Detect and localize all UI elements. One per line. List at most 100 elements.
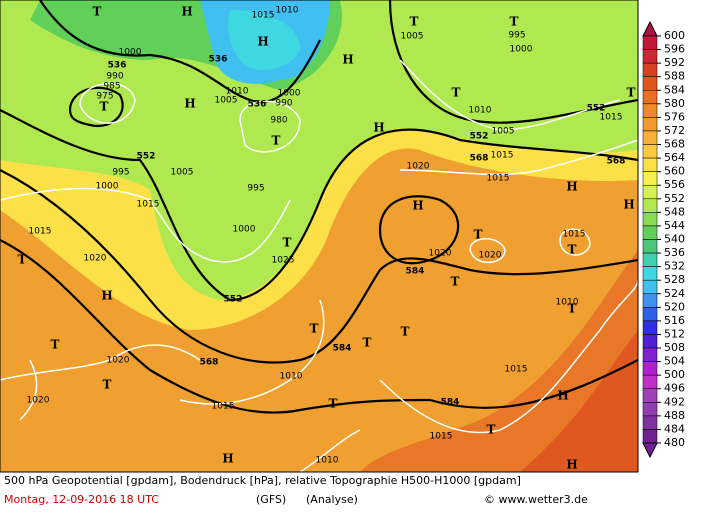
pressure-center: T [272, 134, 281, 148]
pressure-center: T [474, 228, 483, 242]
legend-label: 516 [664, 314, 685, 327]
contour-label: 1000 [119, 48, 142, 58]
legend-swatch [642, 347, 658, 362]
pressure-center: T [487, 423, 496, 437]
footer-model: (GFS) [256, 493, 286, 506]
legend-label: 596 [664, 43, 685, 56]
color-legend: 6005965925885845805765725685645605565525… [642, 20, 685, 459]
contour-label: 1015 [505, 365, 528, 375]
legend-label: 504 [664, 355, 685, 368]
contour-label: 536 [108, 61, 127, 71]
pressure-center: T [100, 100, 109, 114]
legend-label: 512 [664, 327, 685, 340]
legend-swatch [642, 239, 658, 254]
contour-label: 1015 [137, 200, 160, 210]
contour-label: 1010 [556, 298, 579, 308]
contour-label: 1000 [510, 45, 533, 55]
pressure-center: T [510, 15, 519, 29]
pressure-center: T [401, 325, 410, 339]
pressure-center: T [627, 86, 636, 100]
contour-label: 980 [270, 116, 287, 126]
legend-swatch [642, 130, 658, 145]
contour-label: 1000 [233, 225, 256, 235]
hot-area [520, 330, 638, 472]
pressure-center: T [51, 338, 60, 352]
contour-label: 1015 [563, 230, 586, 240]
contour-label: 990 [275, 99, 292, 109]
contour-label: 552 [137, 152, 156, 162]
footer-site: © www.wetter3.de [484, 493, 588, 506]
contour-label: 985 [103, 82, 120, 92]
legend-label: 480 [664, 436, 685, 449]
contour-label: 1015 [252, 11, 275, 21]
cold-core [228, 10, 300, 70]
legend-swatch [642, 117, 658, 132]
legend-swatch [642, 388, 658, 403]
legend-swatch [642, 35, 658, 50]
legend-swatch [642, 49, 658, 64]
contour-label: 1020 [107, 356, 130, 366]
contour-label: 536 [248, 100, 267, 110]
pressure-center: T [310, 322, 319, 336]
legend-label: 528 [664, 273, 685, 286]
pressure-center: T [18, 253, 27, 267]
legend-swatch [642, 171, 658, 186]
pressure-center: H [623, 198, 634, 212]
legend-swatch [642, 374, 658, 389]
pressure-center: T [452, 86, 461, 100]
pressure-isobars [0, 59, 639, 473]
legend-label: 588 [664, 70, 685, 83]
legend-label: 552 [664, 192, 685, 205]
legend-swatch [642, 415, 658, 430]
pressure-center: H [557, 389, 568, 403]
contour-label: 552 [587, 104, 606, 114]
legend-label: 576 [664, 110, 685, 123]
contour-label: 1015 [600, 113, 623, 123]
contour-label: 1005 [401, 32, 424, 42]
pressure-center: H [181, 5, 192, 19]
legend-arrow [642, 442, 658, 459]
legend-label: 548 [664, 205, 685, 218]
contour-label: 995 [247, 184, 264, 194]
legend-label: 488 [664, 409, 685, 422]
pressure-center: T [363, 336, 372, 350]
pressure-center: T [568, 243, 577, 257]
pressure-center: H [412, 199, 423, 213]
contour-label: 1005 [215, 96, 238, 106]
contour-label: 995 [508, 31, 525, 41]
legend-label: 540 [664, 233, 685, 246]
pressure-center: H [184, 97, 195, 111]
pressure-center: T [410, 15, 419, 29]
contour-label: 1015 [29, 227, 52, 237]
contour-label: 1000 [278, 89, 301, 99]
contour-label: 536 [209, 55, 228, 65]
legend-arrow [642, 20, 658, 37]
contour-label: 1015 [212, 402, 235, 412]
legend-label: 484 [664, 422, 685, 435]
legend-label: 520 [664, 300, 685, 313]
footer-date: Montag, 12-09-2016 18 UTC [4, 493, 159, 506]
footer-line: 500 hPa Geopotential [gpdam], Bodendruck… [4, 474, 521, 487]
pressure-center: H [566, 180, 577, 194]
legend-swatch [642, 279, 658, 295]
contour-label: 568 [607, 157, 626, 167]
warm-area [360, 250, 638, 472]
contour-label: 1020 [479, 251, 502, 261]
pressure-center: H [101, 289, 112, 303]
green-area [0, 0, 638, 300]
contour-label: 552 [470, 132, 489, 142]
legend-swatch [642, 252, 658, 267]
geopotential-contours [0, 0, 639, 414]
legend-swatch [642, 402, 658, 417]
contour-label: 1020 [429, 249, 452, 259]
contour-label: 1010 [316, 456, 339, 466]
pressure-center: T [93, 5, 102, 19]
legend-label: 564 [664, 151, 685, 164]
legend-swatch [642, 76, 658, 91]
contour-label: 1025 [272, 256, 295, 266]
legend-swatch [642, 293, 658, 308]
pressure-center: H [373, 121, 384, 135]
legend-label: 592 [664, 56, 685, 69]
contour-label: 1015 [430, 432, 453, 442]
